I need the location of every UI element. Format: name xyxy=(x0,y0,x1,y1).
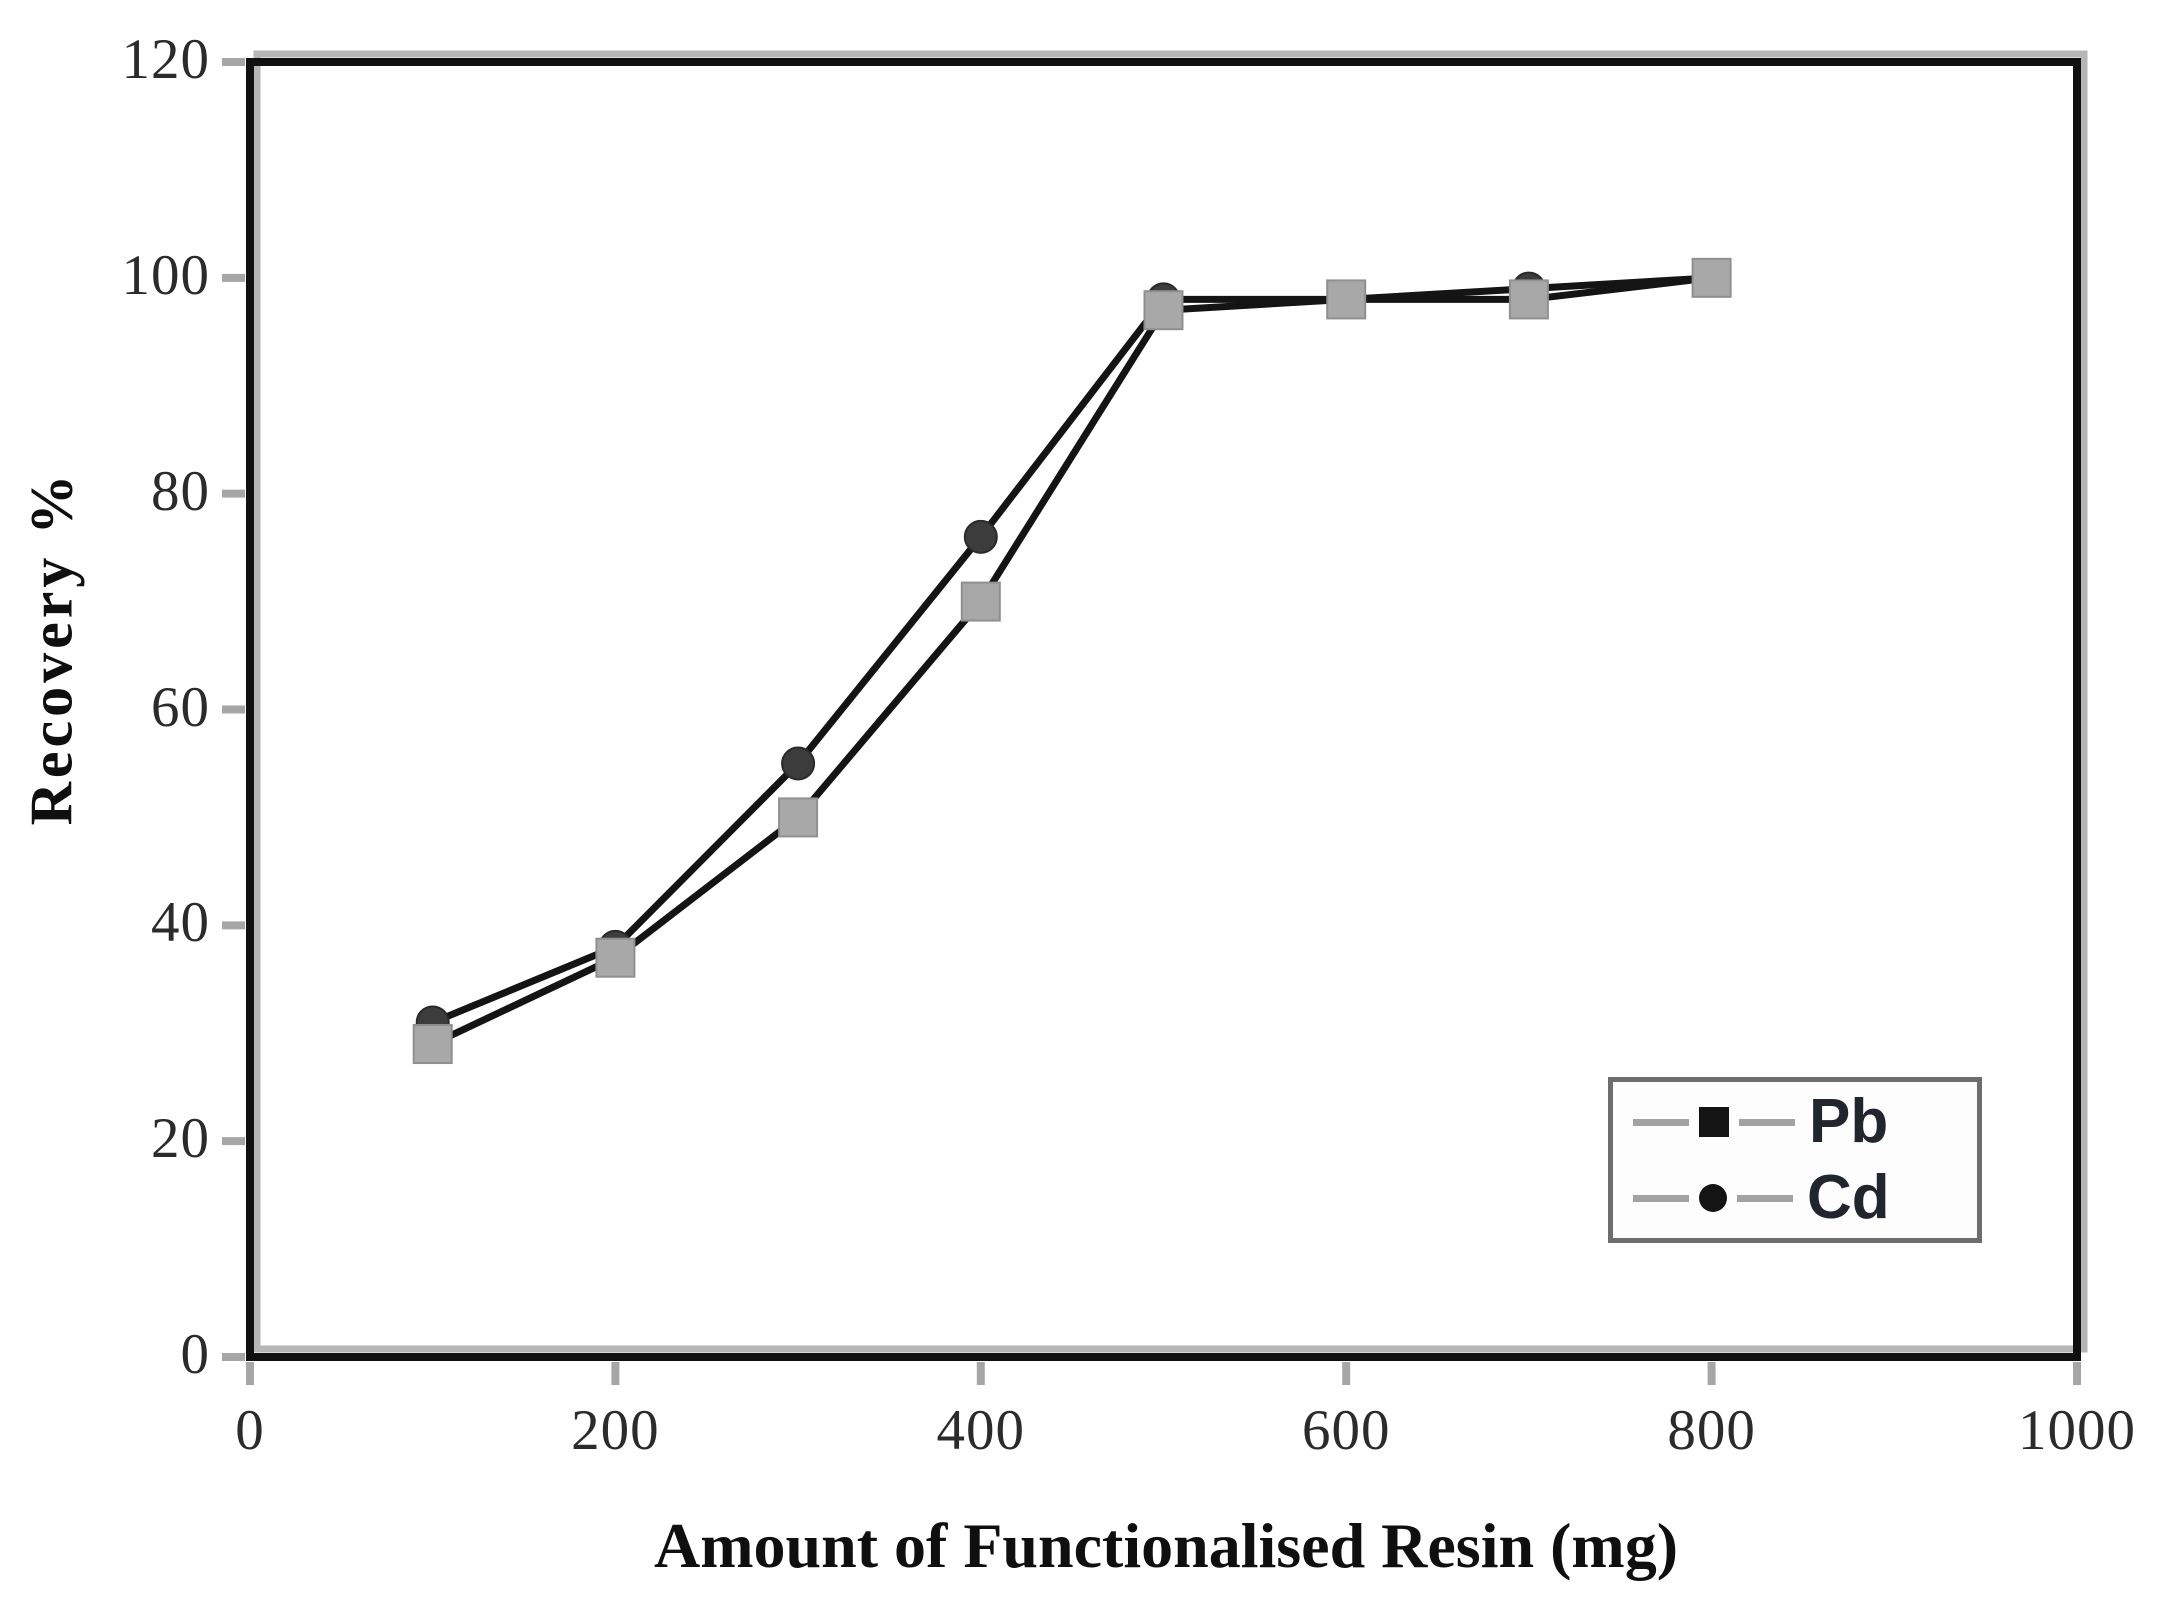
cd-circle-marker-icon xyxy=(1699,1184,1727,1212)
y-tick-label-20: 20 xyxy=(151,1107,210,1171)
legend-line-icon xyxy=(1633,1118,1689,1126)
pb-data-point-200 xyxy=(595,937,636,978)
legend-label-pb: Pb xyxy=(1809,1087,1889,1156)
pb-data-point-400 xyxy=(960,581,1001,622)
plot-frame-shadow xyxy=(253,50,2088,1353)
y-tick-label-40: 40 xyxy=(151,891,210,955)
y-tick-label-80: 80 xyxy=(151,459,210,523)
y-tick-label-100: 100 xyxy=(121,243,210,307)
legend-label-cd: Cd xyxy=(1807,1163,1890,1232)
legend-line-icon xyxy=(1737,1194,1793,1202)
x-tick-label-0: 0 xyxy=(235,1399,265,1462)
x-tick-label-400: 400 xyxy=(936,1399,1026,1462)
x-axis-title: Amount of Functionalised Resin (mg) xyxy=(653,1510,1679,1581)
pb-data-point-800 xyxy=(1691,257,1732,298)
x-tick-label-800: 800 xyxy=(1667,1399,1756,1462)
cd-data-point-400 xyxy=(963,519,998,554)
cd-series-line xyxy=(431,274,1712,1026)
cd-data-point-300 xyxy=(781,746,816,781)
pb-data-point-100 xyxy=(412,1024,453,1065)
y-axis-title: Recovery % xyxy=(18,470,85,826)
pb-data-point-300 xyxy=(778,797,819,838)
pb-data-point-700 xyxy=(1508,279,1549,320)
y-tick-label-120: 120 xyxy=(121,27,210,91)
pb-data-point-500 xyxy=(1143,290,1184,331)
plot-frame xyxy=(246,58,2081,1361)
y-tick-label-60: 60 xyxy=(151,675,210,739)
pb-data-point-600 xyxy=(1326,279,1367,320)
x-tick-label-1000: 1000 xyxy=(2018,1399,2136,1462)
y-tick-label-0: 0 xyxy=(180,1322,210,1386)
legend-line-icon xyxy=(1633,1194,1689,1202)
legend: Pb Cd xyxy=(1608,1077,1982,1243)
pb-square-marker-icon xyxy=(1699,1107,1729,1137)
legend-item-cd: Cd xyxy=(1633,1165,1977,1231)
x-tick-label-600: 600 xyxy=(1301,1399,1391,1462)
legend-line-icon xyxy=(1739,1118,1795,1126)
x-tick-label-200: 200 xyxy=(571,1399,660,1462)
pb-series-line xyxy=(431,274,1713,1048)
legend-item-pb: Pb xyxy=(1633,1089,1977,1155)
